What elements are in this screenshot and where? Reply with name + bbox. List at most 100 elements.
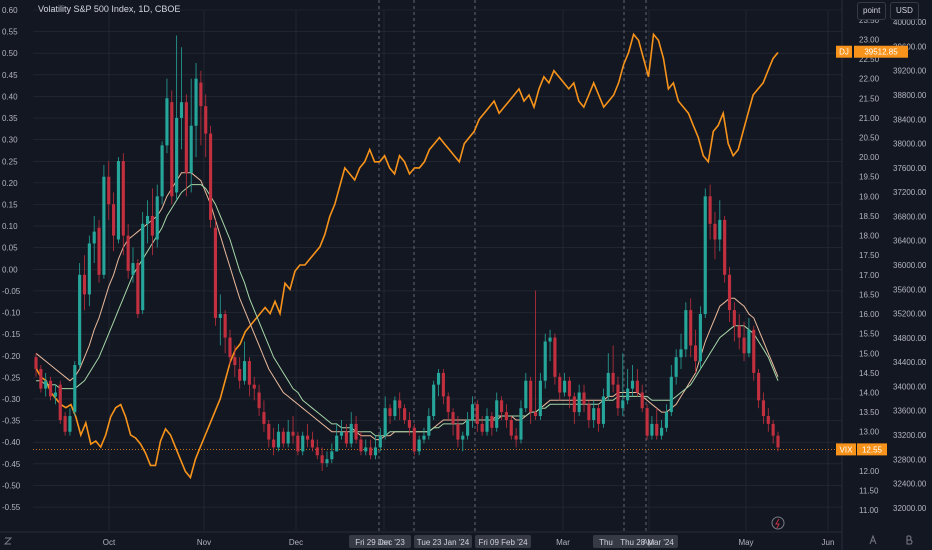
vix-axis-tick: 16.50 bbox=[859, 290, 880, 299]
candle-body bbox=[732, 310, 736, 326]
candle-body bbox=[165, 98, 169, 146]
candle-body bbox=[470, 404, 475, 420]
candle-body bbox=[373, 447, 378, 456]
overlay-axis-tick: 36400.00 bbox=[893, 237, 927, 246]
time-axis-tick: Apr bbox=[643, 538, 656, 547]
currency-button[interactable]: USD bbox=[890, 2, 919, 20]
candle-body bbox=[723, 219, 727, 275]
candle-body bbox=[238, 368, 242, 381]
left-axis-tick: 0.15 bbox=[2, 200, 18, 209]
candle-body bbox=[213, 227, 218, 318]
candle-body bbox=[223, 314, 227, 338]
candle-body bbox=[63, 416, 67, 432]
candle-body bbox=[48, 380, 53, 397]
time-axis-tick: Nov bbox=[197, 538, 211, 547]
candle-body bbox=[640, 392, 644, 409]
candle-body bbox=[291, 431, 295, 436]
candle-body bbox=[650, 423, 654, 436]
candle-body bbox=[170, 102, 174, 197]
left-axis-tick: 0.10 bbox=[2, 222, 18, 231]
candle-body bbox=[747, 329, 751, 354]
candle-body bbox=[73, 365, 77, 413]
candle-body bbox=[596, 408, 601, 424]
zoom-icon[interactable] bbox=[3, 537, 13, 545]
left-axis-tick: -0.20 bbox=[2, 352, 21, 361]
crosshair-date-bg bbox=[475, 535, 531, 548]
candle-body bbox=[529, 380, 533, 413]
candle-body bbox=[621, 400, 625, 409]
candle-body bbox=[179, 102, 184, 118]
candle-body bbox=[485, 416, 489, 432]
candle-body bbox=[577, 392, 581, 413]
candle-body bbox=[524, 380, 528, 409]
candle-body bbox=[325, 459, 329, 464]
candle-body bbox=[630, 380, 635, 389]
time-axis-tick: May bbox=[738, 538, 753, 547]
candle-body bbox=[519, 408, 523, 440]
candle-body bbox=[543, 341, 547, 381]
overlay-axis-tick: 34800.00 bbox=[893, 334, 927, 343]
candle-body bbox=[490, 416, 494, 428]
candle-body bbox=[262, 412, 266, 424]
candle-body bbox=[635, 380, 639, 393]
overlay-axis-tick: 32000.00 bbox=[893, 504, 927, 513]
candle-body bbox=[155, 196, 159, 240]
candle-body bbox=[398, 400, 402, 409]
left-axis-tick: 0.20 bbox=[2, 179, 18, 188]
vix-axis-tick: 19.00 bbox=[859, 192, 880, 201]
lightning-icon[interactable] bbox=[771, 516, 785, 530]
scale-mode-button[interactable]: point bbox=[857, 2, 887, 20]
time-axis-tick: Dec bbox=[289, 538, 303, 547]
candle-body bbox=[611, 372, 615, 385]
candle-body bbox=[330, 451, 334, 460]
candle-body bbox=[388, 408, 392, 417]
left-axis-tick: 0.60 bbox=[2, 6, 18, 15]
time-axis-tick: Oct bbox=[103, 538, 116, 547]
left-axis-tick: 0.35 bbox=[2, 114, 18, 123]
candle-body bbox=[296, 435, 300, 452]
candle-body bbox=[335, 435, 339, 452]
vix-axis-tick: 13.00 bbox=[859, 428, 880, 437]
vix-axis-tick: 21.50 bbox=[859, 94, 880, 103]
candle-body bbox=[349, 423, 353, 444]
overlay-axis-tick: 36800.00 bbox=[893, 212, 927, 221]
ma-slow-line bbox=[36, 184, 779, 437]
left-axis-tick: 0.25 bbox=[2, 157, 18, 166]
crosshair-date-label: Thu bbox=[599, 538, 613, 547]
overlay-axis-tick: 37600.00 bbox=[893, 164, 927, 173]
vix-axis-tick: 13.50 bbox=[859, 408, 880, 417]
overlay-axis-tick: 39600.00 bbox=[893, 42, 927, 51]
candle-body bbox=[655, 423, 659, 436]
overlay-axis-tick: 32400.00 bbox=[893, 480, 927, 489]
candle-body bbox=[310, 439, 314, 448]
candle-body bbox=[669, 376, 673, 413]
candle-body bbox=[34, 357, 38, 369]
candle-body bbox=[538, 380, 542, 417]
candle-body bbox=[606, 372, 610, 397]
time-axis-tick: Jun bbox=[822, 538, 835, 547]
candle-body bbox=[209, 133, 213, 220]
overlay-axis-tick: 38400.00 bbox=[893, 115, 927, 124]
left-axis-tick: 0.45 bbox=[2, 71, 18, 80]
candle-body bbox=[461, 435, 465, 440]
auto-scale-icon[interactable] bbox=[869, 534, 877, 545]
candle-body bbox=[53, 392, 57, 397]
crosshair-date-label: Fri 09 Feb '24 bbox=[478, 538, 528, 547]
candle-body bbox=[412, 427, 416, 452]
left-axis-tick: -0.10 bbox=[2, 309, 21, 318]
left-axis-tick: -0.50 bbox=[2, 481, 21, 490]
candle-body bbox=[301, 435, 305, 452]
left-axis-tick: -0.45 bbox=[2, 460, 21, 469]
candle-body bbox=[175, 117, 179, 193]
candle-body bbox=[660, 427, 664, 436]
candle-body bbox=[757, 372, 761, 401]
vix-axis-tick: 17.00 bbox=[859, 271, 880, 280]
candle-body bbox=[626, 388, 630, 401]
overlay-axis-tick: 40000.00 bbox=[893, 18, 927, 27]
candle-body bbox=[553, 337, 557, 377]
candle-body bbox=[475, 404, 479, 424]
vix-axis-tick: 20.50 bbox=[859, 134, 880, 143]
crosshair-date-label: Tue 23 Jan '24 bbox=[417, 538, 470, 547]
scale-b-icon[interactable] bbox=[906, 535, 913, 545]
